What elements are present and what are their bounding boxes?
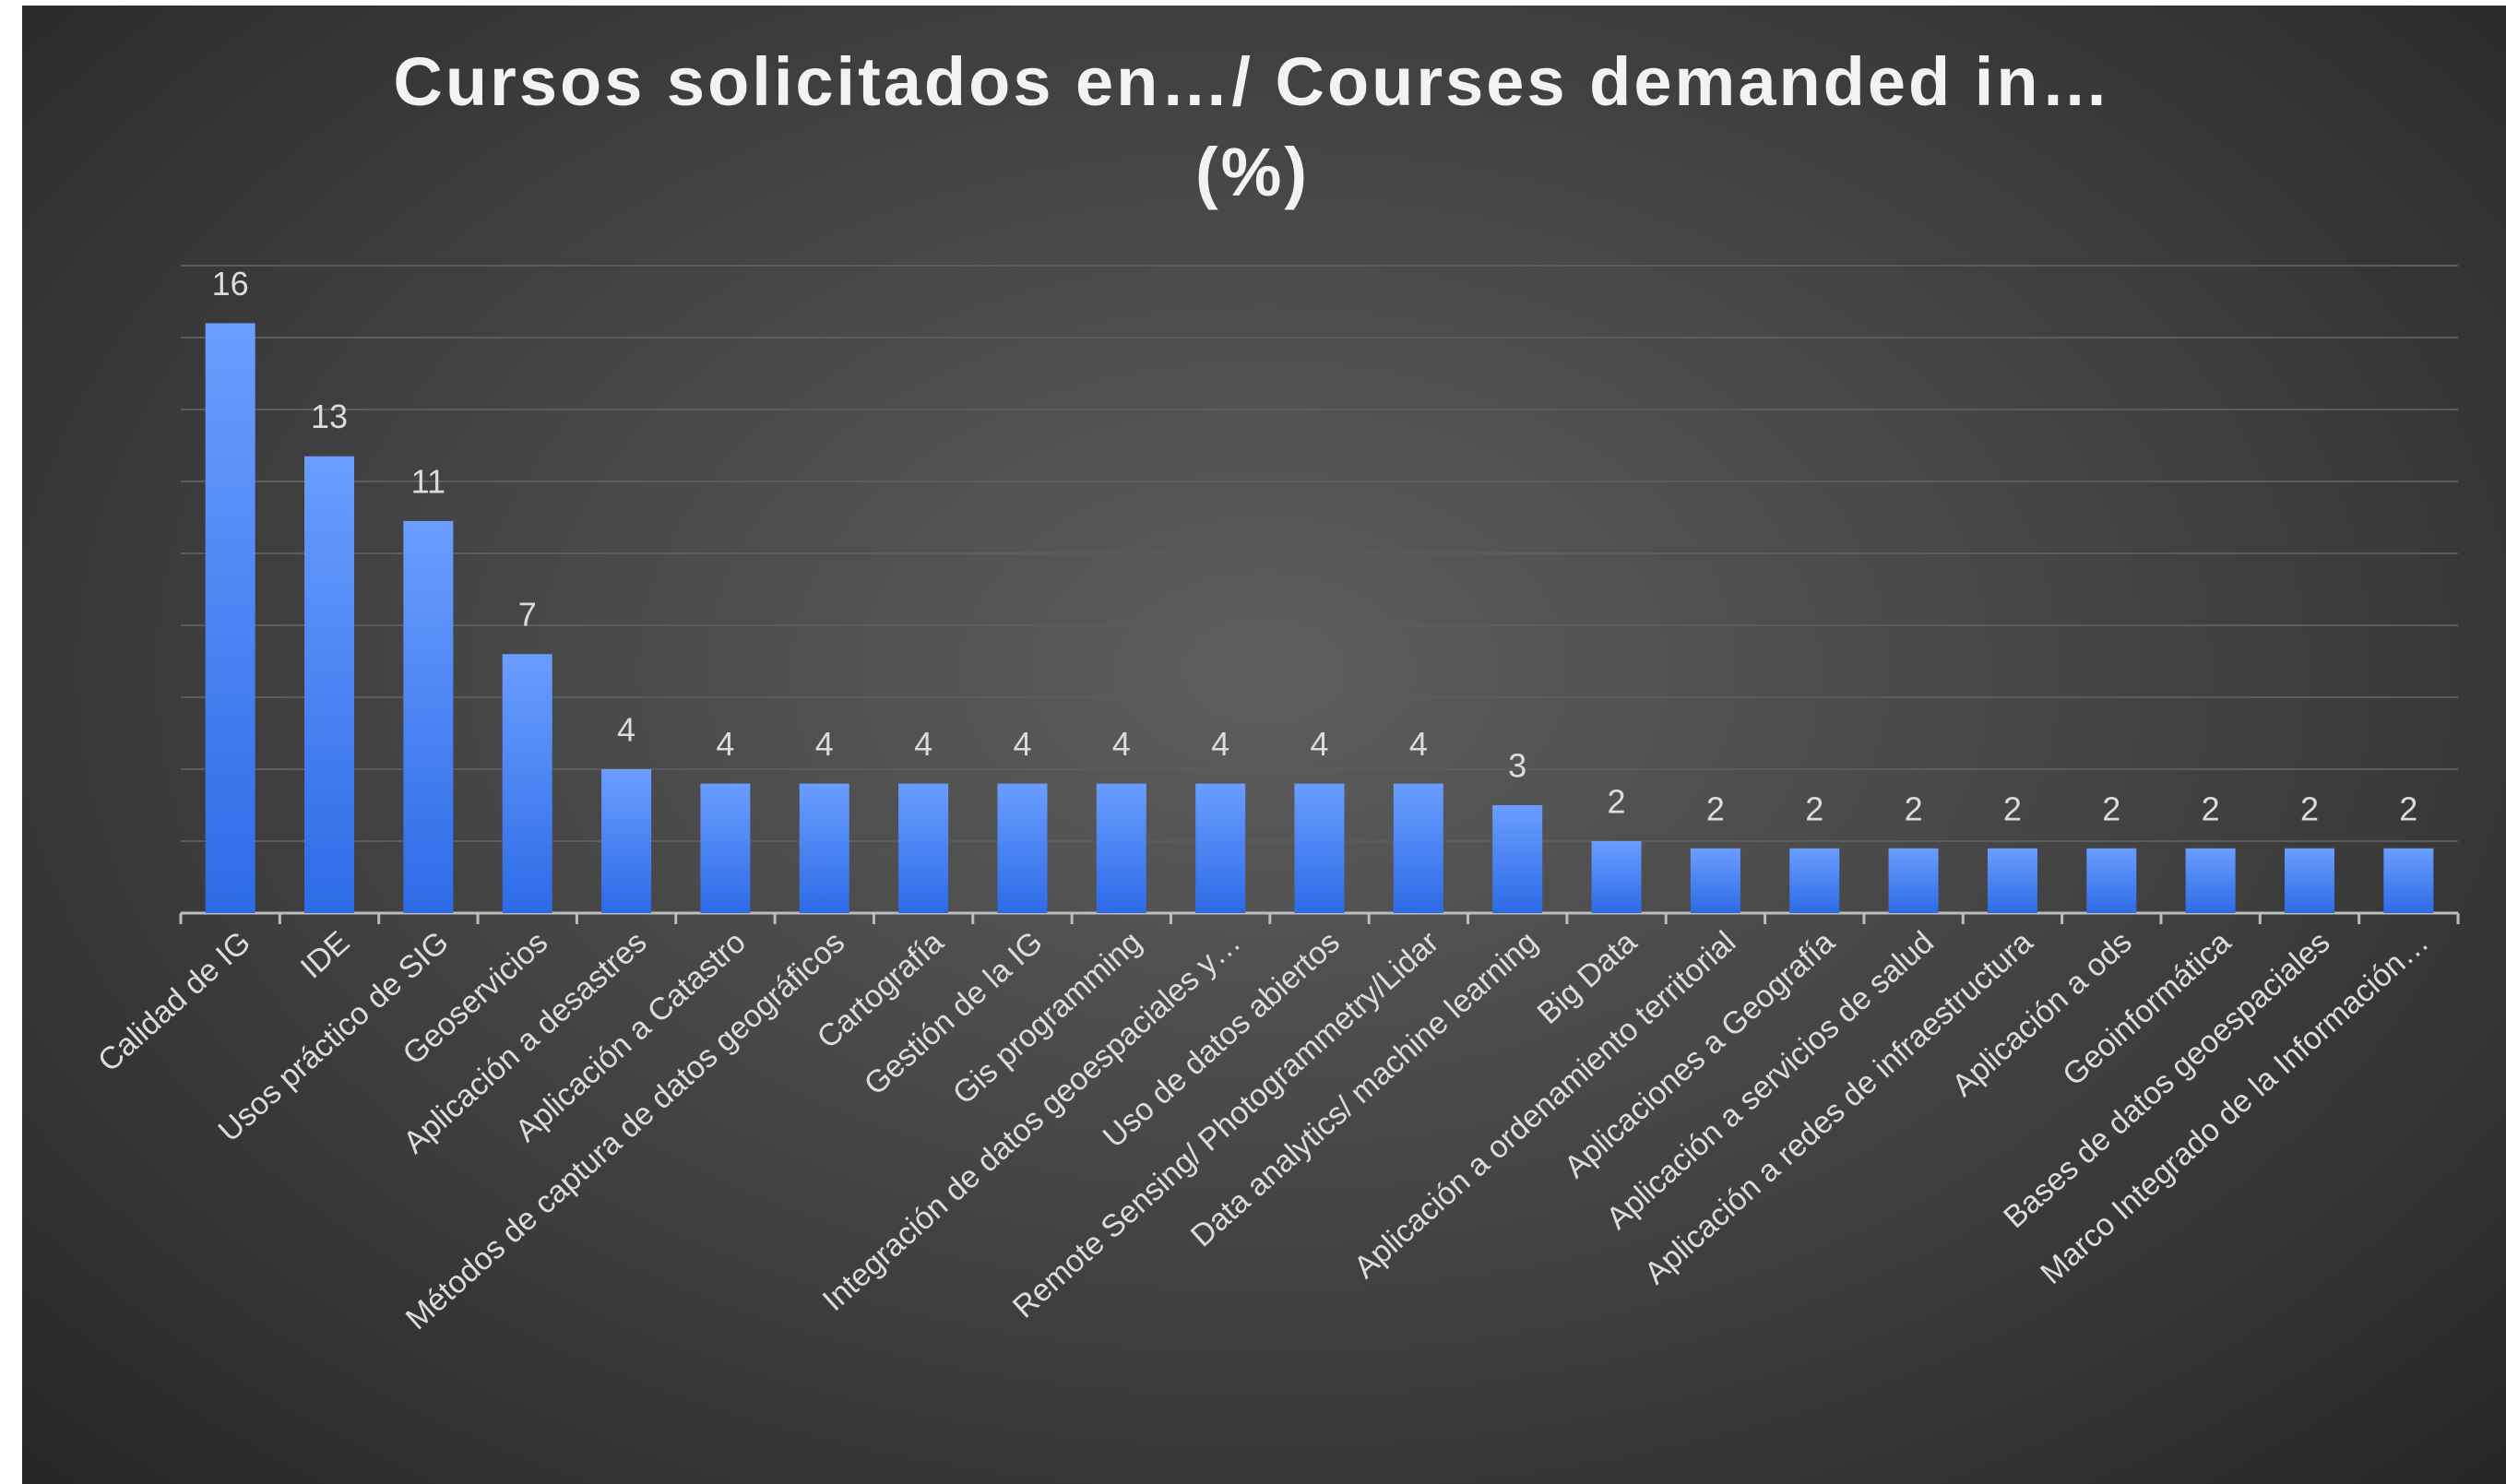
- x-tick-label: Calidad de IG: [91, 924, 257, 1078]
- data-label: 3: [1508, 747, 1526, 785]
- bar: [403, 520, 454, 913]
- data-label: 2: [2399, 789, 2417, 827]
- bar: [799, 783, 849, 913]
- bar: [1195, 783, 1246, 913]
- bar: [1492, 805, 1543, 913]
- data-label: 4: [914, 725, 932, 763]
- data-label: 4: [1013, 725, 1031, 763]
- data-label: 2: [2202, 789, 2220, 827]
- data-label: 2: [1706, 789, 1725, 827]
- data-label: 11: [411, 462, 445, 500]
- bar: [502, 654, 552, 913]
- bar: [1294, 783, 1345, 913]
- chart-title: Cursos solicitados en…/ Courses demanded…: [393, 43, 2156, 210]
- data-label: 2: [1905, 789, 1923, 827]
- bar: [1690, 848, 1740, 913]
- data-label: 4: [1112, 725, 1131, 763]
- bar: [1987, 848, 2037, 913]
- x-tick-label: Geoinformática: [2056, 924, 2238, 1093]
- bar: [205, 323, 255, 913]
- bar: [1096, 783, 1146, 913]
- bar: [2086, 848, 2137, 913]
- data-label: 2: [2003, 789, 2022, 827]
- data-label: 4: [1310, 725, 1328, 763]
- bar: [1888, 848, 1939, 913]
- data-label: 2: [2102, 789, 2120, 827]
- data-label: 7: [518, 596, 537, 634]
- data-label: 2: [2300, 789, 2319, 827]
- bar: [2383, 848, 2434, 913]
- bar: [700, 783, 751, 913]
- bar: [2284, 848, 2334, 913]
- data-label: 13: [311, 398, 348, 435]
- bar: [1789, 848, 1840, 913]
- bar: [1393, 783, 1443, 913]
- data-label: 4: [1409, 725, 1428, 763]
- bar: [2185, 848, 2236, 913]
- data-label: 4: [815, 725, 834, 763]
- data-label: 2: [1805, 789, 1823, 827]
- data-label: 4: [617, 711, 635, 749]
- data-label: 4: [716, 725, 734, 763]
- data-label: 4: [1211, 725, 1229, 763]
- bar: [304, 456, 355, 913]
- x-tick-label: Gestión de la IG: [858, 924, 1050, 1102]
- bar: [1591, 841, 1642, 913]
- bar: [997, 783, 1048, 913]
- x-tick-label: IDE: [294, 924, 357, 985]
- data-label: 2: [1608, 783, 1626, 821]
- bar: [898, 783, 949, 913]
- bar: [601, 769, 652, 913]
- data-label: 16: [212, 265, 249, 303]
- x-tick-label: Aplicación a ods: [1945, 924, 2138, 1103]
